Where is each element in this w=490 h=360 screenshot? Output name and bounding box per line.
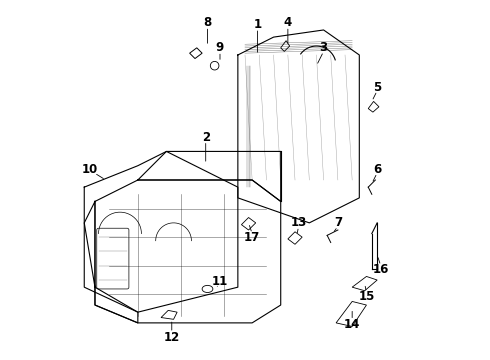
Text: 17: 17 (244, 231, 260, 244)
Text: 6: 6 (373, 163, 381, 176)
Text: 5: 5 (373, 81, 381, 94)
Text: 2: 2 (202, 131, 210, 144)
Text: 16: 16 (372, 263, 389, 276)
Text: 13: 13 (291, 216, 307, 229)
Text: 7: 7 (334, 216, 342, 229)
Text: 12: 12 (164, 331, 180, 344)
Text: 8: 8 (203, 16, 212, 29)
Text: 9: 9 (216, 41, 224, 54)
Text: 14: 14 (344, 318, 360, 331)
Text: 3: 3 (319, 41, 328, 54)
Text: 10: 10 (81, 163, 98, 176)
Text: 1: 1 (253, 18, 262, 31)
Text: 4: 4 (284, 16, 292, 29)
Text: 15: 15 (358, 289, 375, 303)
Text: 11: 11 (212, 275, 228, 288)
